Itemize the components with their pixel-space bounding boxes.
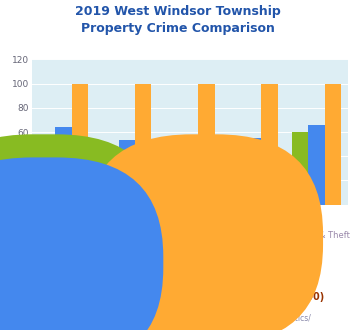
Text: West Windsor Township: West Windsor Township: [46, 235, 152, 244]
Bar: [229, 145, 245, 205]
Text: Motor Vehicle Theft: Motor Vehicle Theft: [86, 216, 168, 225]
Bar: [308, 125, 324, 205]
Text: Arson: Arson: [178, 231, 202, 240]
Text: New Jersey: New Jersey: [46, 258, 97, 267]
Bar: [119, 141, 135, 205]
Bar: [55, 127, 72, 205]
Text: Larceny & Theft: Larceny & Theft: [283, 231, 350, 240]
Text: All Property Crime: All Property Crime: [25, 231, 102, 240]
Bar: [261, 83, 278, 205]
Bar: [72, 83, 88, 205]
Bar: [324, 83, 341, 205]
Bar: [102, 195, 119, 205]
Bar: [198, 83, 214, 205]
Bar: [292, 132, 308, 205]
Bar: [39, 141, 55, 205]
Text: © 2025 CityRating.com - https://www.cityrating.com/crime-statistics/: © 2025 CityRating.com - https://www.city…: [45, 314, 310, 323]
Text: Burglary: Burglary: [235, 216, 271, 225]
Text: Compared to U.S. average. (U.S. average equals 100): Compared to U.S. average. (U.S. average …: [31, 292, 324, 302]
Bar: [245, 138, 261, 205]
Text: National: National: [206, 235, 244, 244]
Bar: [135, 83, 151, 205]
Text: 2019 West Windsor Township
Property Crime Comparison: 2019 West Windsor Township Property Crim…: [75, 5, 280, 35]
